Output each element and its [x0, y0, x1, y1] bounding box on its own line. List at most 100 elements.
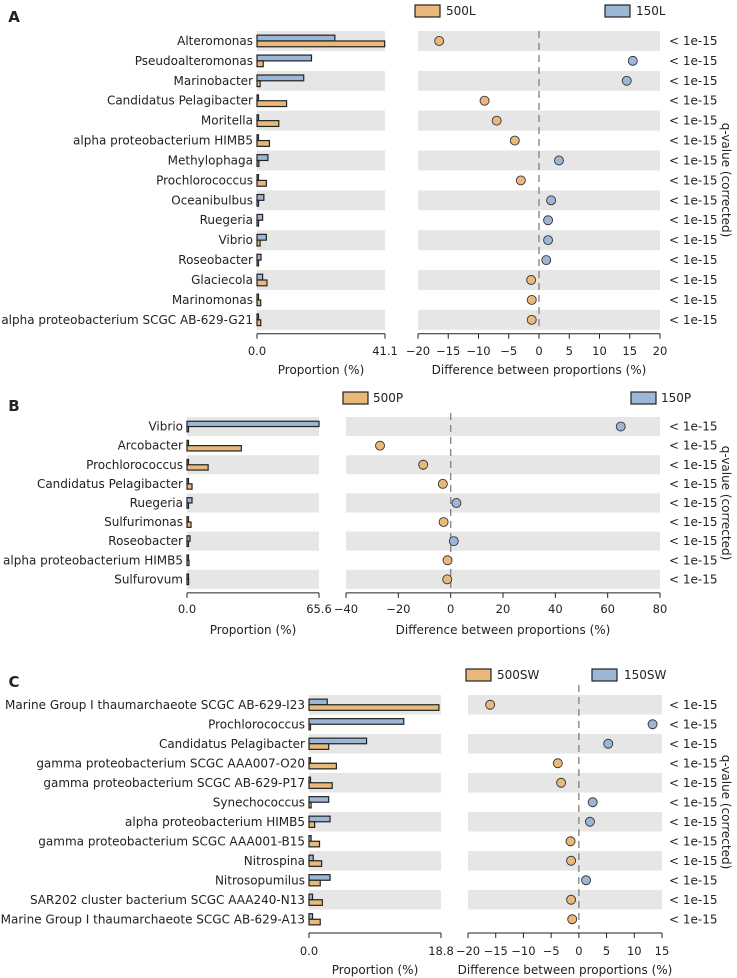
panel-a-category-label: Marinobacter: [173, 74, 253, 88]
panel-a-bar-150L: [256, 94, 260, 102]
panel-b-bar-500P: [186, 502, 190, 509]
panel-b-qvalue: < 1e-15: [669, 496, 718, 510]
panel-c-difference-point: [565, 836, 576, 847]
panel-c-category-label: Nitrospina: [244, 854, 305, 868]
panel-a-bar-150L: [256, 293, 260, 301]
panel-b-qvalue: < 1e-15: [669, 534, 718, 548]
panel-a-category-label: Roseobacter: [178, 253, 253, 267]
panel-c-category-label: Nitrosopumilus: [215, 873, 305, 887]
panel-a-bar-500L: [256, 219, 260, 227]
panel-b-difference-point: [418, 459, 429, 470]
panel-c-category-label: Synechococcus: [213, 795, 305, 809]
panel-a-bar-150L: [256, 273, 264, 281]
panel-b-difference-tick-label: 40: [548, 602, 563, 616]
panel-b-difference-tick-label: 0: [447, 602, 454, 616]
panel-c-row-stripe: [468, 695, 662, 715]
panel-b-qvalue: < 1e-15: [669, 439, 718, 453]
panel-c-bar-500SW: [308, 704, 440, 711]
panel-c-row-stripe: [468, 812, 662, 832]
panel-c-row-stripe: [309, 773, 441, 793]
panel-a-difference-tick-label: 0: [535, 344, 542, 358]
panel-b-bar-500P: [186, 559, 190, 567]
panel-a-bar-150L: [256, 174, 260, 182]
panel-c-letter: C: [8, 673, 19, 691]
panel-a-bar-500L: [256, 100, 288, 108]
panel-a-qvalue: < 1e-15: [669, 114, 718, 128]
panel-a-bar-500L: [256, 159, 260, 167]
panel-a-category-label: Marinomonas: [172, 293, 253, 307]
panel-c-row-stripe: [309, 812, 441, 832]
panel-b-bar-150P: [186, 554, 190, 561]
panel-b-row-stripe: [187, 455, 319, 475]
panel-a-row-stripe: [257, 270, 385, 290]
panel-c-difference-point: [647, 719, 658, 730]
panel-b-difference-point: [448, 536, 459, 547]
panel-b-legend-swatch-500P: [342, 391, 369, 405]
panel-c-qvalue: < 1e-15: [669, 873, 718, 887]
panel-c-difference-point: [603, 738, 614, 749]
panel-c-difference-point: [566, 855, 577, 866]
panel-c-difference-point: [485, 699, 496, 710]
panel-a-difference-point: [627, 55, 638, 66]
panel-a-bar-150L: [256, 114, 260, 122]
panel-a-difference-point: [621, 75, 632, 86]
panel-a-qvalue-axis-title: q-value (corrected): [719, 123, 733, 238]
panel-c-qvalue: < 1e-15: [669, 795, 718, 809]
panel-c-bar-150SW: [308, 854, 314, 862]
panel-a-bar-150L: [256, 34, 336, 42]
panel-a-category-label: Moritella: [201, 114, 253, 128]
panel-c-category-label: SAR202 cluster bacterium SCGC AAA240-N13: [30, 893, 305, 907]
panel-a-qvalue: < 1e-15: [669, 74, 718, 88]
panel-a-difference-axis-title: Difference between proportions (%): [432, 363, 647, 377]
panel-a-category-label: Vibrio: [218, 233, 253, 247]
panel-b-proportion-tick-label: 0.0: [178, 602, 196, 616]
panel-a-qvalue: < 1e-15: [669, 313, 718, 327]
panel-a-difference-point: [509, 135, 520, 146]
panel-a-category-label: Alteromonas: [177, 34, 253, 48]
panel-b-row-stripe: [187, 531, 319, 551]
panel-c-difference-tick-label: 10: [627, 944, 642, 958]
panel-a-qvalue: < 1e-15: [669, 34, 718, 48]
panel-a-category-label: Prochlorococcus: [156, 173, 253, 187]
panel-a-category-label: Pseudoalteromonas: [135, 54, 253, 68]
panel-c-proportion-axis-title: Proportion (%): [332, 963, 419, 977]
panel-c-bar-150SW: [308, 815, 331, 823]
panel-c-qvalue: < 1e-15: [669, 756, 718, 770]
panel-a-legend-swatch-500L: [414, 4, 441, 18]
panel-c-bar-500SW: [308, 821, 316, 828]
panel-a-difference-point: [526, 294, 537, 305]
panel-a-category-label: Glaciecola: [191, 273, 253, 287]
panel-a-letter: A: [8, 8, 20, 26]
panel-c-bar-500SW: [308, 840, 321, 848]
panel-a-row-stripe: [257, 190, 385, 211]
panel-a-difference-point: [554, 155, 564, 166]
panel-b-bar-500P: [186, 521, 192, 528]
panel-a-bar-500L: [256, 299, 262, 307]
panel-a-difference-point: [543, 215, 554, 226]
panel-b-bar-500P: [186, 425, 190, 433]
panel-a-difference-point: [515, 175, 526, 186]
panel-a-difference-tick-label: −15: [436, 344, 460, 358]
panel-a-proportion-tick-label: 0.0: [248, 344, 266, 358]
panel-b-qvalue-axis-title: q-value (corrected): [719, 446, 733, 561]
panel-c-category-label: Prochlorococcus: [208, 717, 305, 731]
panel-c-difference-point: [556, 777, 567, 788]
panel-c-difference-point: [566, 894, 577, 905]
panel-a-row-stripe: [257, 230, 385, 251]
panel-b-legend-swatch-150P: [630, 391, 657, 405]
panel-a-difference-point: [543, 235, 554, 246]
panel-c-row-stripe: [468, 890, 662, 910]
panel-b-bar-500P: [186, 578, 190, 586]
panel-b-proportion-axis-title: Proportion (%): [210, 623, 297, 637]
panel-b-row-stripe: [346, 455, 660, 475]
panel-c-category-label: alpha proteobacterium HIMB5: [125, 815, 305, 829]
panel-a-difference-tick-label: 20: [653, 344, 668, 358]
panel-b-legend-label: 150P: [661, 391, 691, 405]
panel-a-bar-500L: [256, 199, 260, 207]
panel-a-category-label: Oceanibulbus: [171, 193, 253, 207]
panel-c-bar-150SW: [308, 718, 405, 725]
panel-a-qvalue: < 1e-15: [669, 253, 718, 267]
panel-b-bar-150P: [186, 497, 193, 504]
panel-b-letter: B: [8, 397, 19, 415]
